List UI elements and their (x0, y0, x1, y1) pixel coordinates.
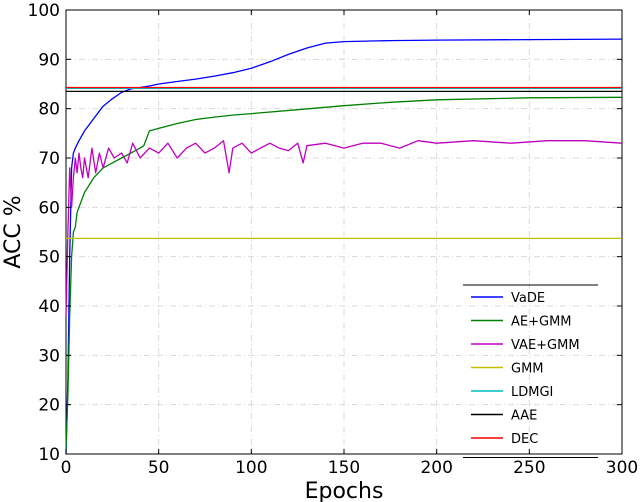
y-tick-label: 70 (38, 149, 60, 169)
legend-label: AE+GMM (511, 315, 572, 330)
y-tick-label: 20 (38, 396, 60, 416)
y-tick-label: 50 (38, 248, 60, 268)
series-line-ae-gmm (65, 96, 623, 450)
y-tick-label: 60 (38, 198, 60, 218)
x-axis-title: Epochs (305, 479, 384, 502)
axis-ticks: 0 50 100 150 200 250 300 10 20 30 40 50 60 70 80 90 100 (28, 1, 639, 478)
legend-label: AAE (511, 409, 537, 424)
y-tick-label: 10 (38, 445, 60, 465)
legend-label: DEC (511, 432, 538, 447)
y-tick-label: 100 (28, 1, 60, 21)
series-line-vade (65, 38, 623, 455)
y-tick-label: 30 (38, 346, 60, 366)
x-tick-label: 200 (420, 458, 452, 478)
legend-label: VAE+GMM (511, 338, 580, 353)
y-axis-title: ACC % (1, 195, 26, 268)
y-tick-label: 80 (38, 100, 60, 120)
legend-label: VaDE (511, 291, 545, 306)
y-tick-label: 90 (38, 50, 60, 70)
x-tick-label: 300 (606, 458, 638, 478)
x-tick-label: 150 (328, 458, 360, 478)
legend-label: LDMGI (511, 385, 553, 400)
y-tick-label: 40 (38, 297, 60, 317)
x-tick-label: 100 (235, 458, 267, 478)
x-tick-label: 50 (148, 458, 170, 478)
series-lines (65, 38, 623, 455)
series-line-vae-gmm (65, 140, 623, 316)
legend-label: GMM (511, 362, 544, 377)
legend: VaDE AE+GMM VAE+GMM GMM LDMGI AAE DEC (463, 284, 598, 458)
x-tick-label: 250 (513, 458, 545, 478)
x-tick-label: 0 (61, 458, 72, 478)
